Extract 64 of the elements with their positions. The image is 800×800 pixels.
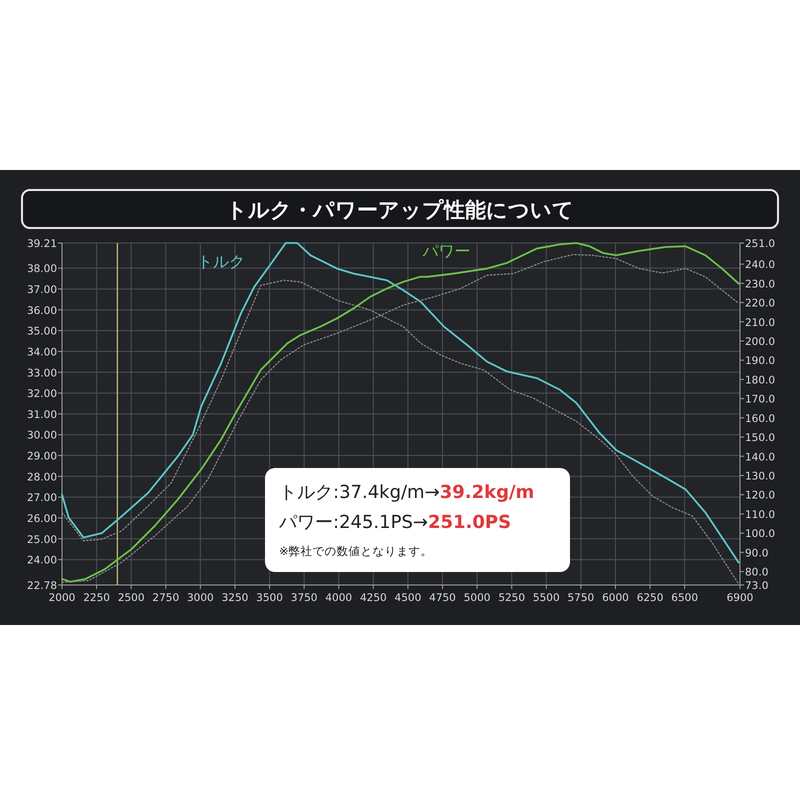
annotation: 39.2kg/m bbox=[440, 482, 534, 503]
x-tick-label: 6000 bbox=[602, 592, 629, 604]
y-tick-label: 38.00 bbox=[26, 263, 57, 276]
x-tick-label: 2250 bbox=[83, 592, 110, 604]
x-tick-label: 4500 bbox=[394, 592, 422, 604]
x-tick-label: 3500 bbox=[256, 592, 283, 604]
y-tick-label: 39.21 bbox=[26, 238, 57, 250]
y2-tick-label: 251.0 bbox=[745, 238, 776, 250]
y2-tick-label: 240.0 bbox=[745, 259, 776, 272]
y-tick-label: 29.00 bbox=[26, 450, 57, 463]
y2-tick-label: 190.0 bbox=[745, 355, 776, 368]
series-label: トルク bbox=[197, 252, 246, 272]
y-tick-label: 26.00 bbox=[26, 512, 57, 525]
y2-tick-label: 150.0 bbox=[745, 432, 776, 444]
y-tick-label: 25.00 bbox=[26, 534, 57, 546]
x-tick-label: 3000 bbox=[187, 592, 214, 604]
y-tick-label: 34.00 bbox=[26, 346, 57, 358]
y-tick-label: 36.00 bbox=[26, 304, 57, 317]
x-tick-label: 4000 bbox=[325, 592, 352, 604]
y2-tick-label: 73.0 bbox=[745, 580, 768, 592]
x-tick-label: 2500 bbox=[118, 592, 145, 604]
x-tick-label: 4250 bbox=[360, 592, 387, 604]
y-tick-label: 35.00 bbox=[26, 326, 57, 338]
x-tick-label: 3750 bbox=[290, 592, 318, 604]
x-tick-label: 6500 bbox=[671, 592, 698, 604]
y2-tick-label: 90.0 bbox=[745, 547, 768, 560]
y2-tick-label: 210.0 bbox=[745, 316, 776, 329]
y-tick-label: 31.00 bbox=[26, 408, 57, 421]
x-tick-label: 6250 bbox=[636, 592, 664, 604]
x-tick-label: 5250 bbox=[498, 592, 526, 604]
annotation: 251.0PS bbox=[428, 512, 512, 533]
y-tick-label: 24.00 bbox=[26, 554, 57, 567]
x-tick-label: 5500 bbox=[532, 592, 560, 604]
y2-tick-label: 230.0 bbox=[745, 278, 776, 290]
y2-tick-label: 100.0 bbox=[745, 528, 776, 540]
y2-tick-label: 130.0 bbox=[745, 470, 776, 482]
x-tick-label: 2750 bbox=[152, 592, 180, 604]
x-tick-label: 5000 bbox=[464, 592, 490, 604]
x-tick-label: 6900 bbox=[726, 592, 754, 604]
y2-tick-label: 170.0 bbox=[745, 394, 776, 406]
y2-tick-label: 110.0 bbox=[745, 508, 776, 521]
y2-tick-label: 160.0 bbox=[745, 412, 776, 425]
x-tick-label: 5750 bbox=[568, 592, 594, 604]
y2-tick-label: 220.0 bbox=[745, 298, 776, 310]
x-tick-label: 4750 bbox=[429, 592, 456, 604]
y-tick-label: 33.00 bbox=[26, 367, 57, 380]
y2-tick-label: 120.0 bbox=[745, 490, 776, 502]
y2-tick-label: 80.0 bbox=[745, 566, 768, 579]
y2-tick-label: 180.0 bbox=[745, 374, 776, 386]
y-tick-label: 22.78 bbox=[26, 580, 57, 592]
x-tick-label: 2000 bbox=[48, 592, 76, 604]
annotation: トルク:37.4kg/m→ bbox=[279, 482, 440, 503]
y-tick-label: 37.00 bbox=[26, 284, 57, 296]
y-tick-label: 28.00 bbox=[26, 471, 57, 484]
annotation: ※弊社での数値となります。 bbox=[279, 544, 433, 558]
y2-tick-label: 140.0 bbox=[745, 451, 776, 464]
chart-title: トルク・パワーアップ性能について bbox=[226, 198, 574, 222]
series-label: パワー bbox=[422, 241, 471, 260]
y-tick-label: 32.00 bbox=[26, 388, 57, 400]
y2-tick-label: 200.0 bbox=[745, 336, 776, 348]
x-tick-label: 3250 bbox=[222, 592, 248, 604]
annotation: パワー:245.1PS→ bbox=[278, 512, 428, 533]
y-tick-label: 27.00 bbox=[26, 492, 57, 504]
y-tick-label: 30.00 bbox=[26, 430, 57, 442]
